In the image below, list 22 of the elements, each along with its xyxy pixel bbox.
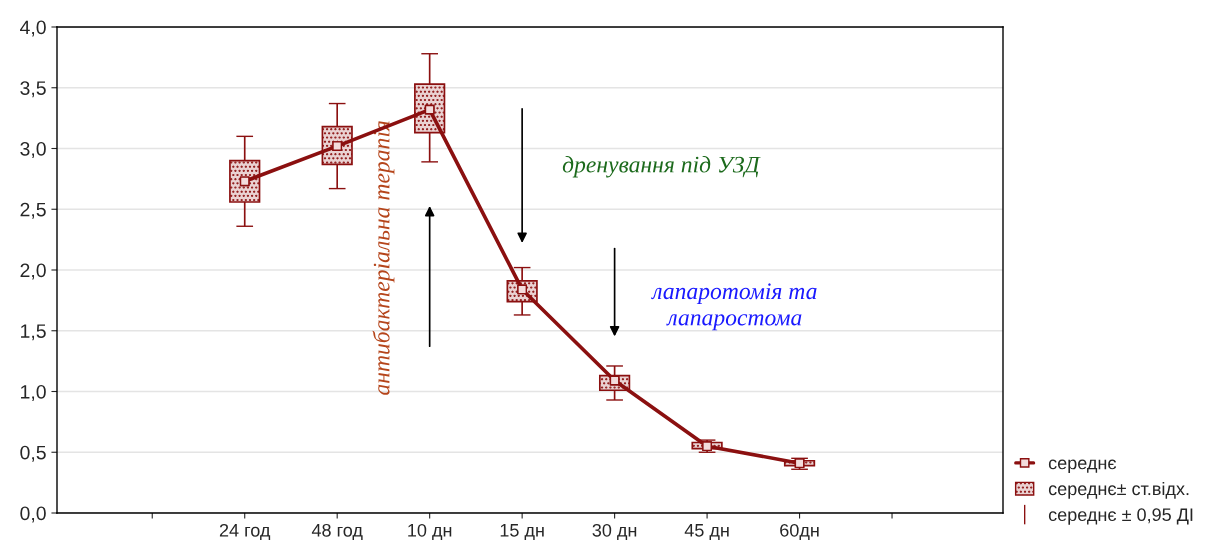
x-tick-label: 24 год	[219, 523, 271, 541]
x-tick-label: 48 год	[311, 523, 363, 541]
legend-label: середнє± ст.відх.	[1048, 481, 1189, 499]
y-tick-label: 3,0	[20, 141, 46, 159]
y-tick-label: 2,5	[20, 202, 46, 219]
x-tick-label: 10 дн	[408, 523, 452, 541]
y-tick-label: 1,5	[21, 324, 46, 341]
y-tick-label: 4,0	[20, 20, 46, 37]
y-tick-label: 3,5	[20, 81, 46, 98]
legend-label: середнє ± 0,95 ДІ	[1048, 508, 1193, 525]
y-tick-label: 2,0	[20, 263, 46, 280]
y-tick-label: 0,5	[20, 445, 46, 462]
y-tick-label: 1,0	[21, 384, 46, 402]
x-tick-label: 45 дн	[684, 524, 729, 541]
legend-label: середнє	[1048, 459, 1117, 473]
x-tick-label: 60дн	[780, 523, 819, 541]
x-tick-label: 15 дн	[500, 524, 544, 541]
annotation: лапаротомія та лапаростома	[651, 283, 817, 331]
x-tick-label: 30 дн	[592, 523, 637, 541]
annotation: дренування під УЗД	[562, 155, 761, 178]
annotation: антибактеріальна терапія	[372, 121, 395, 395]
y-tick-label: 0,0	[20, 506, 46, 523]
